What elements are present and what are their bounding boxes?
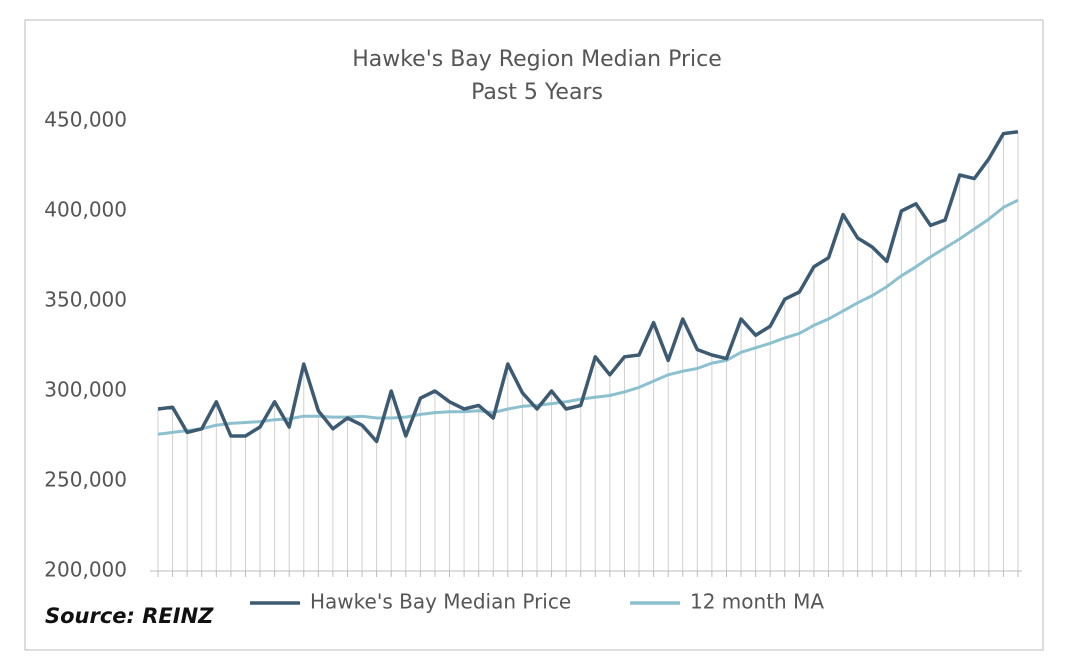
series-line bbox=[157, 130, 1019, 444]
chart-subtitle: Past 5 Years bbox=[471, 80, 603, 105]
y-tick-label: 200,000 bbox=[44, 558, 127, 582]
y-tick-label: 250,000 bbox=[44, 468, 127, 492]
source-note: Source: REINZ bbox=[45, 604, 214, 628]
legend-label: Hawke's Bay Median Price bbox=[310, 590, 571, 614]
y-tick-label: 450,000 bbox=[44, 108, 127, 132]
chart-border bbox=[24, 19, 1044, 651]
y-tick-label: 350,000 bbox=[44, 288, 127, 312]
y-tick-label: 400,000 bbox=[44, 198, 127, 222]
series-line bbox=[157, 198, 1019, 436]
chart-title: Hawke's Bay Region Median Price bbox=[352, 47, 722, 72]
y-tick-label: 300,000 bbox=[44, 378, 127, 402]
legend-label: 12 month MA bbox=[690, 590, 824, 614]
